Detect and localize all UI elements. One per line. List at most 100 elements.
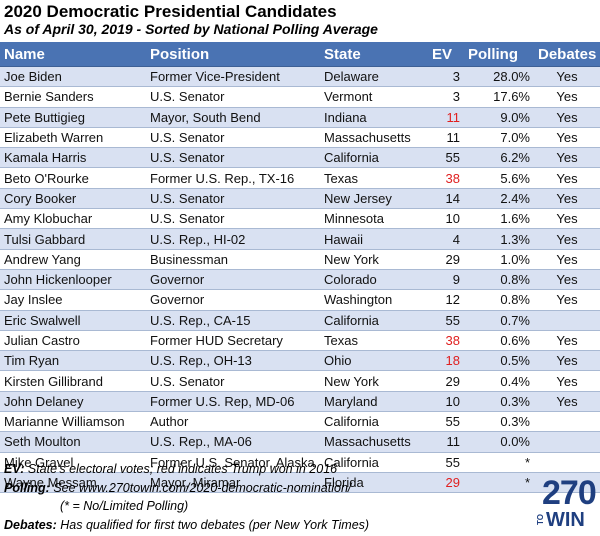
cell-debates — [534, 431, 600, 453]
table-row: John Hickenlooper Governor Colorado 9 0.8% Ye… — [0, 269, 600, 291]
cell-name: Jay Inslee — [0, 289, 146, 311]
cell-position: U.S. Rep., CA-15 — [146, 310, 320, 331]
cell-state: Delaware — [320, 66, 428, 88]
cell-ev: 10 — [428, 208, 464, 230]
table-row: Eric Swalwell U.S. Rep., CA-15 California 5… — [0, 310, 600, 331]
cell-state: Washington — [320, 289, 428, 311]
cell-debates: Yes — [534, 188, 600, 210]
cell-state: Florida — [320, 472, 428, 494]
table-row: John Delaney Former U.S. Rep, MD-06 Maryla… — [0, 391, 600, 413]
header-name: Name — [0, 42, 146, 67]
cell-debates: Yes — [534, 66, 600, 88]
cell-polling: 1.6% — [464, 208, 534, 230]
cell-ev: 10 — [428, 391, 464, 413]
cell-position: U.S. Rep., MA-06 — [146, 431, 320, 453]
cell-debates — [534, 452, 600, 473]
cell-state: New York — [320, 249, 428, 270]
cell-position: U.S. Senator — [146, 188, 320, 210]
cell-position: Author — [146, 411, 320, 433]
table-row: Seth Moulton U.S. Rep., MA-06 Massachusett… — [0, 431, 600, 453]
cell-ev: 11 — [428, 127, 464, 149]
cell-polling: 0.3% — [464, 391, 534, 413]
cell-position: U.S. Rep., OH-13 — [146, 350, 320, 372]
table-row: Mike Gravel Former U.S. Senator, Alaska Ca… — [0, 452, 600, 473]
cell-ev: 38 — [428, 167, 464, 189]
cell-polling: 0.3% — [464, 411, 534, 433]
cell-state: Indiana — [320, 107, 428, 128]
cell-state: Texas — [320, 167, 428, 189]
header-position: Position — [146, 42, 320, 67]
cell-ev: 29 — [428, 472, 464, 494]
cell-polling: 17.6% — [464, 86, 534, 108]
logo-to: TO — [536, 514, 545, 525]
cell-name: Marianne Williamson — [0, 411, 146, 433]
page-subtitle: As of April 30, 2019 - Sorted by Nationa… — [4, 21, 378, 37]
cell-debates: Yes — [534, 228, 600, 250]
cell-name: Amy Klobuchar — [0, 208, 146, 230]
cell-polling: 0.6% — [464, 330, 534, 352]
cell-name: Pete Buttigieg — [0, 107, 146, 128]
table-row: Tulsi Gabbard U.S. Rep., HI-02 Hawaii 4 1.3%… — [0, 228, 600, 250]
cell-polling: 6.2% — [464, 147, 534, 169]
cell-polling: 0.7% — [464, 310, 534, 331]
cell-state: New York — [320, 370, 428, 392]
cell-debates: Yes — [534, 208, 600, 230]
cell-state: Hawaii — [320, 228, 428, 250]
cell-ev: 18 — [428, 350, 464, 372]
cell-polling: 2.4% — [464, 188, 534, 210]
cell-state: Vermont — [320, 86, 428, 108]
cell-debates: Yes — [534, 289, 600, 311]
cell-name: John Delaney — [0, 391, 146, 413]
cell-position: Governor — [146, 289, 320, 311]
cell-name: Seth Moulton — [0, 431, 146, 453]
cell-ev: 55 — [428, 411, 464, 433]
cell-debates: Yes — [534, 167, 600, 189]
cell-name: Tulsi Gabbard — [0, 228, 146, 250]
cell-position: Former U.S. Senator, Alaska — [146, 452, 320, 473]
cell-polling: 28.0% — [464, 66, 534, 88]
cell-debates: Yes — [534, 350, 600, 372]
cell-polling: 1.0% — [464, 249, 534, 270]
footer-polling-asterisk: (* = No/Limited Polling) — [60, 499, 189, 513]
cell-ev: 55 — [428, 452, 464, 473]
footer-ev-text: State's electoral votes; red indicates T… — [27, 462, 338, 476]
cell-state: Minnesota — [320, 208, 428, 230]
table-header-row: Name Position State EV Polling Debates — [0, 42, 600, 67]
footer-polling-text: See www.270towin.com/2020-democratic-nom… — [53, 481, 352, 495]
table-row: Amy Klobuchar U.S. Senator Minnesota 10 1.6%… — [0, 208, 600, 230]
cell-debates: Yes — [534, 249, 600, 270]
cell-name: Wayne Messam — [0, 472, 146, 494]
cell-name: Eric Swalwell — [0, 310, 146, 331]
cell-debates: Yes — [534, 86, 600, 108]
cell-ev: 38 — [428, 330, 464, 352]
cell-ev: 11 — [428, 431, 464, 453]
cell-debates: Yes — [534, 330, 600, 352]
cell-polling: 0.8% — [464, 269, 534, 291]
page-title: 2020 Democratic Presidential Candidates — [4, 2, 337, 21]
cell-ev: 12 — [428, 289, 464, 311]
cell-debates: Yes — [534, 107, 600, 128]
cell-name: Cory Booker — [0, 188, 146, 210]
footer-debates-text: Has qualified for first two debates (per… — [60, 518, 370, 532]
table-row: Kirsten Gillibrand U.S. Senator New York 29… — [0, 370, 600, 392]
cell-position: U.S. Senator — [146, 86, 320, 108]
cell-debates — [534, 411, 600, 433]
logo-win: WIN — [546, 509, 585, 531]
cell-position: Mayor, South Bend — [146, 107, 320, 128]
cell-ev: 3 — [428, 66, 464, 88]
table-row: Beto O'Rourke Former U.S. Rep., TX-16 Texa… — [0, 167, 600, 189]
cell-name: Julian Castro — [0, 330, 146, 352]
cell-name: Kirsten Gillibrand — [0, 370, 146, 392]
cell-position: Former Vice-President — [146, 66, 320, 88]
cell-polling: 0.4% — [464, 370, 534, 392]
cell-debates: Yes — [534, 147, 600, 169]
cell-polling: * — [464, 472, 534, 494]
footer-debates-label: Debates: — [4, 518, 57, 532]
cell-position: Governor — [146, 269, 320, 291]
table-row: Julian Castro Former HUD Secretary Texas 38… — [0, 330, 600, 352]
cell-polling: 7.0% — [464, 127, 534, 149]
cell-debates: Yes — [534, 370, 600, 392]
cell-polling: 1.3% — [464, 228, 534, 250]
cell-ev: 4 — [428, 228, 464, 250]
footer-polling-label: Polling: — [4, 481, 50, 495]
